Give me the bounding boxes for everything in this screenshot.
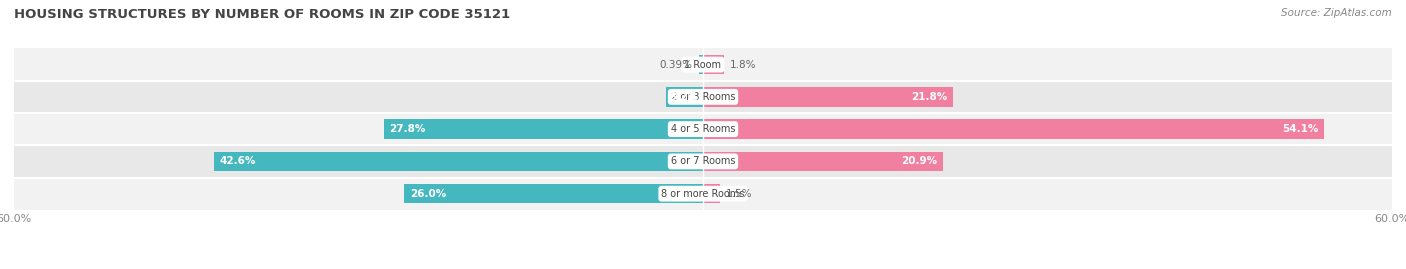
Bar (703, 119, 1324, 139)
Text: HOUSING STRUCTURES BY NUMBER OF ROOMS IN ZIP CODE 35121: HOUSING STRUCTURES BY NUMBER OF ROOMS IN… (14, 8, 510, 21)
Bar (703, 55, 724, 74)
Text: 54.1%: 54.1% (1282, 124, 1319, 134)
Text: 6 or 7 Rooms: 6 or 7 Rooms (671, 156, 735, 167)
Bar (14, 81, 1392, 113)
Bar (14, 48, 1392, 81)
Text: 4 or 5 Rooms: 4 or 5 Rooms (671, 124, 735, 134)
Text: 3.2%: 3.2% (669, 92, 699, 102)
Bar (703, 184, 720, 203)
Text: 1.5%: 1.5% (725, 189, 752, 199)
Bar (699, 55, 703, 74)
Text: 8 or more Rooms: 8 or more Rooms (661, 189, 745, 199)
Text: 0.39%: 0.39% (659, 59, 693, 70)
Bar (14, 113, 1392, 145)
Bar (214, 152, 703, 171)
Bar (703, 152, 943, 171)
Text: Source: ZipAtlas.com: Source: ZipAtlas.com (1281, 8, 1392, 18)
Text: 21.8%: 21.8% (911, 92, 948, 102)
Bar (14, 145, 1392, 178)
Text: 42.6%: 42.6% (219, 156, 256, 167)
Text: 1 Room: 1 Room (685, 59, 721, 70)
Text: 1.8%: 1.8% (730, 59, 756, 70)
Text: 20.9%: 20.9% (901, 156, 938, 167)
Bar (405, 184, 703, 203)
Bar (666, 87, 703, 107)
Text: 27.8%: 27.8% (389, 124, 426, 134)
Bar (703, 87, 953, 107)
Bar (14, 178, 1392, 210)
Text: 2 or 3 Rooms: 2 or 3 Rooms (671, 92, 735, 102)
Text: 26.0%: 26.0% (411, 189, 447, 199)
Bar (384, 119, 703, 139)
